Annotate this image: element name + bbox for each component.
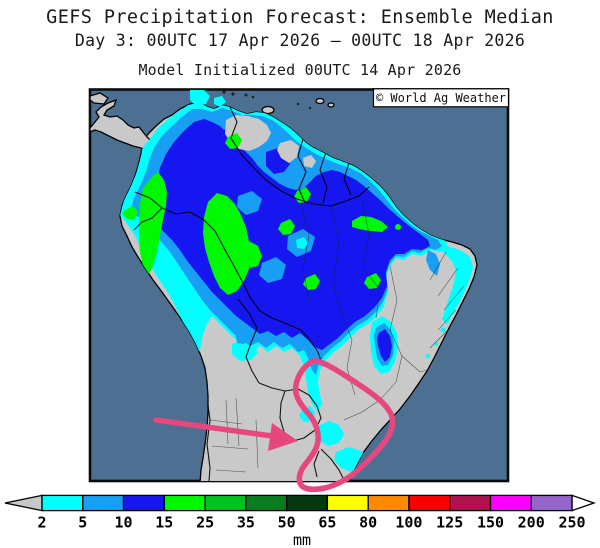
island bbox=[327, 102, 335, 108]
legend-cell bbox=[122, 494, 165, 512]
precip-texture-patches bbox=[237, 191, 315, 283]
legend-tick-label: 150 bbox=[477, 514, 504, 532]
legend-tick-label: 80 bbox=[359, 514, 377, 532]
legend-above-max-wedge bbox=[571, 494, 596, 512]
central-america-landmass bbox=[90, 98, 163, 155]
highlight-loop bbox=[292, 358, 396, 492]
legend-cell bbox=[449, 494, 492, 512]
page-title: GEFS Precipitation Forecast: Ensemble Me… bbox=[46, 7, 554, 28]
legend-unit-label: mm bbox=[293, 531, 311, 548]
precip-15-25mm-layer bbox=[122, 133, 401, 295]
highlight-annotation bbox=[153, 358, 396, 492]
legend-tick-label: 200 bbox=[518, 514, 545, 532]
map-and-legend-canvas: © World Ag Weather 2 5 10 15 25 35 bbox=[4, 88, 596, 548]
legend-tick-label: 125 bbox=[436, 514, 463, 532]
caribbean-rain-patches bbox=[190, 90, 226, 107]
legend-tick-label: 65 bbox=[318, 514, 336, 532]
legend-tick-label: 250 bbox=[558, 514, 585, 532]
legend-below-min-wedge bbox=[4, 494, 43, 512]
legend-tick-label: 100 bbox=[395, 514, 422, 532]
legend-cell bbox=[285, 494, 329, 512]
legend-cell bbox=[163, 494, 206, 512]
island bbox=[315, 97, 325, 105]
legend-tick-label: 25 bbox=[196, 514, 214, 532]
legend-tick-label: 2 bbox=[37, 514, 46, 532]
precip-texture-cyan-speck bbox=[296, 237, 308, 249]
legend-tick-label: 50 bbox=[278, 514, 296, 532]
legend-tick-label: 15 bbox=[155, 514, 173, 532]
legend-tick-labels: 2 5 10 15 25 35 50 65 80 100 125 150 200… bbox=[37, 514, 585, 532]
legend-cell bbox=[367, 494, 410, 512]
legend-cell bbox=[41, 494, 84, 512]
legend-cell bbox=[204, 494, 247, 512]
highlight-arrow-shaft bbox=[153, 417, 275, 439]
country-borders bbox=[133, 106, 370, 481]
valid-period-subtitle: Day 3: 00UTC 17 Apr 2026 — 00UTC 18 Apr … bbox=[74, 31, 526, 50]
legend-cell bbox=[489, 494, 532, 512]
legend-tick-label: 5 bbox=[78, 514, 87, 532]
honduras-coast-fragment bbox=[90, 92, 109, 105]
legend-cell bbox=[530, 494, 573, 512]
legend-tick-label: 35 bbox=[237, 514, 255, 532]
copyright-text: © World Ag Weather bbox=[376, 91, 506, 105]
legend-cell bbox=[245, 494, 288, 512]
caribbean-island-dots bbox=[222, 90, 312, 110]
copyright-box: © World Ag Weather bbox=[372, 88, 510, 108]
legend-cell bbox=[326, 494, 369, 512]
model-init-subtitle: Model Initialized 00UTC 14 Apr 2026 bbox=[138, 61, 462, 79]
legend-cell bbox=[408, 494, 451, 512]
trinidad-island bbox=[261, 105, 275, 115]
legend-cell bbox=[82, 494, 125, 512]
legend-colorbar: 2 5 10 15 25 35 50 65 80 100 125 150 200… bbox=[4, 494, 596, 548]
legend-tick-label: 10 bbox=[114, 514, 132, 532]
highlight-arrow-head bbox=[268, 423, 298, 451]
